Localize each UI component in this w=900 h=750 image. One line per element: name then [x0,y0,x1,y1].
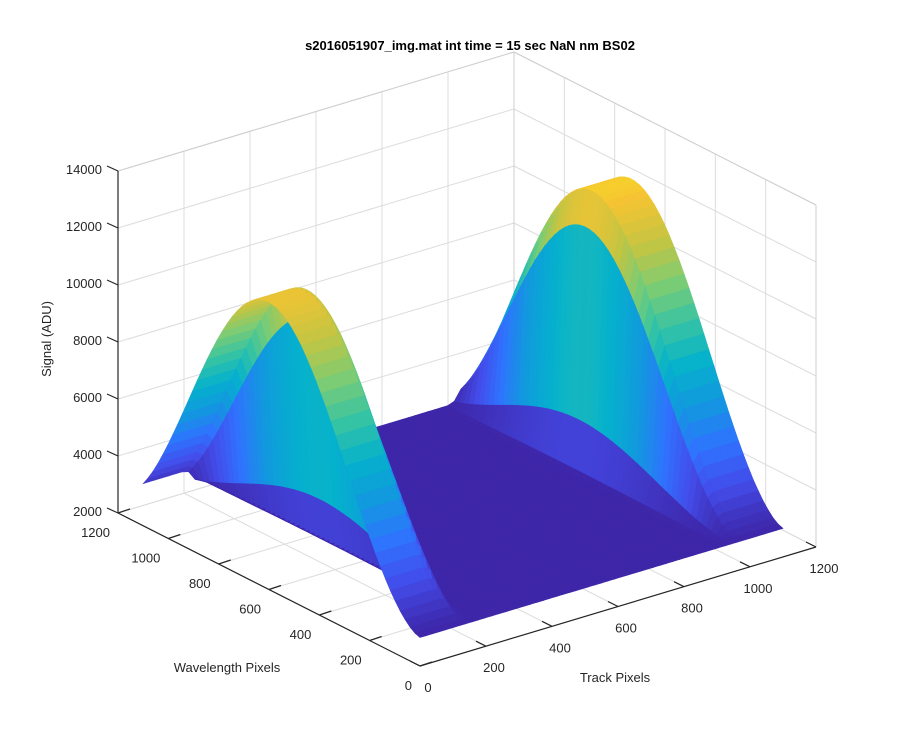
signal-tick [106,279,119,286]
track-tick [409,660,421,667]
chart-title: s2016051907_img.mat int time = 15 sec Na… [305,38,635,53]
signal-tick-label: 14000 [66,162,102,177]
wavelength-tick-label: 200 [340,653,362,668]
signal-tick [106,393,119,400]
signal-tick-label: 4000 [73,447,102,462]
wavelength-tick-label: 1000 [131,551,160,566]
z-axis-label: Signal (ADU) [39,301,54,377]
tick-labels: 0200400600800100012000200400600800100012… [66,162,839,695]
grid-line [117,165,515,286]
track-tick [475,640,487,647]
track-tick-label: 200 [483,660,505,675]
wavelength-tick-label: 0 [405,678,412,693]
wavelength-tick [168,533,181,540]
wavelength-tick [369,635,382,642]
grid-line [513,108,817,263]
track-tick [541,620,553,627]
track-tick [607,600,619,608]
track-tick [739,561,751,568]
wavelength-tick-label: 1200 [81,525,110,540]
track-tick-label: 600 [615,621,637,636]
signal-tick [106,165,119,172]
x-axis-label: Track Pixels [580,670,651,685]
signal-tick-label: 8000 [73,333,102,348]
box-edge [117,51,515,172]
signal-tick-label: 12000 [66,219,102,234]
signal-tick [106,507,119,514]
grid-line [117,222,515,343]
wavelength-tick [117,508,131,514]
track-tick-label: 1200 [810,561,839,576]
track-tick [805,541,817,548]
grid-line [117,108,515,229]
track-tick-label: 400 [549,640,571,655]
signal-tick-label: 2000 [73,504,102,519]
surface-mesh [142,176,784,638]
wavelength-tick-label: 400 [290,627,312,642]
track-tick-label: 0 [424,680,431,695]
signal-tick [106,450,119,457]
y-axis-label: Wavelength Pixels [174,660,281,675]
wavelength-tick-label: 600 [239,602,261,617]
track-tick-label: 1000 [744,581,773,596]
box-edge [513,51,817,206]
wavelength-tick [319,610,332,616]
surface-patch [770,523,784,531]
wavelength-tick-label: 800 [189,576,211,591]
signal-tick [106,336,119,343]
track-tick-label: 800 [681,601,703,616]
wavelength-tick [268,584,282,591]
signal-tick-label: 6000 [73,390,102,405]
axes-lines [106,165,817,667]
signal-tick [106,222,119,229]
signal-tick-label: 10000 [66,276,102,291]
wavelength-tick [419,661,433,667]
wavelength-tick [218,559,231,565]
track-tick [673,581,685,588]
